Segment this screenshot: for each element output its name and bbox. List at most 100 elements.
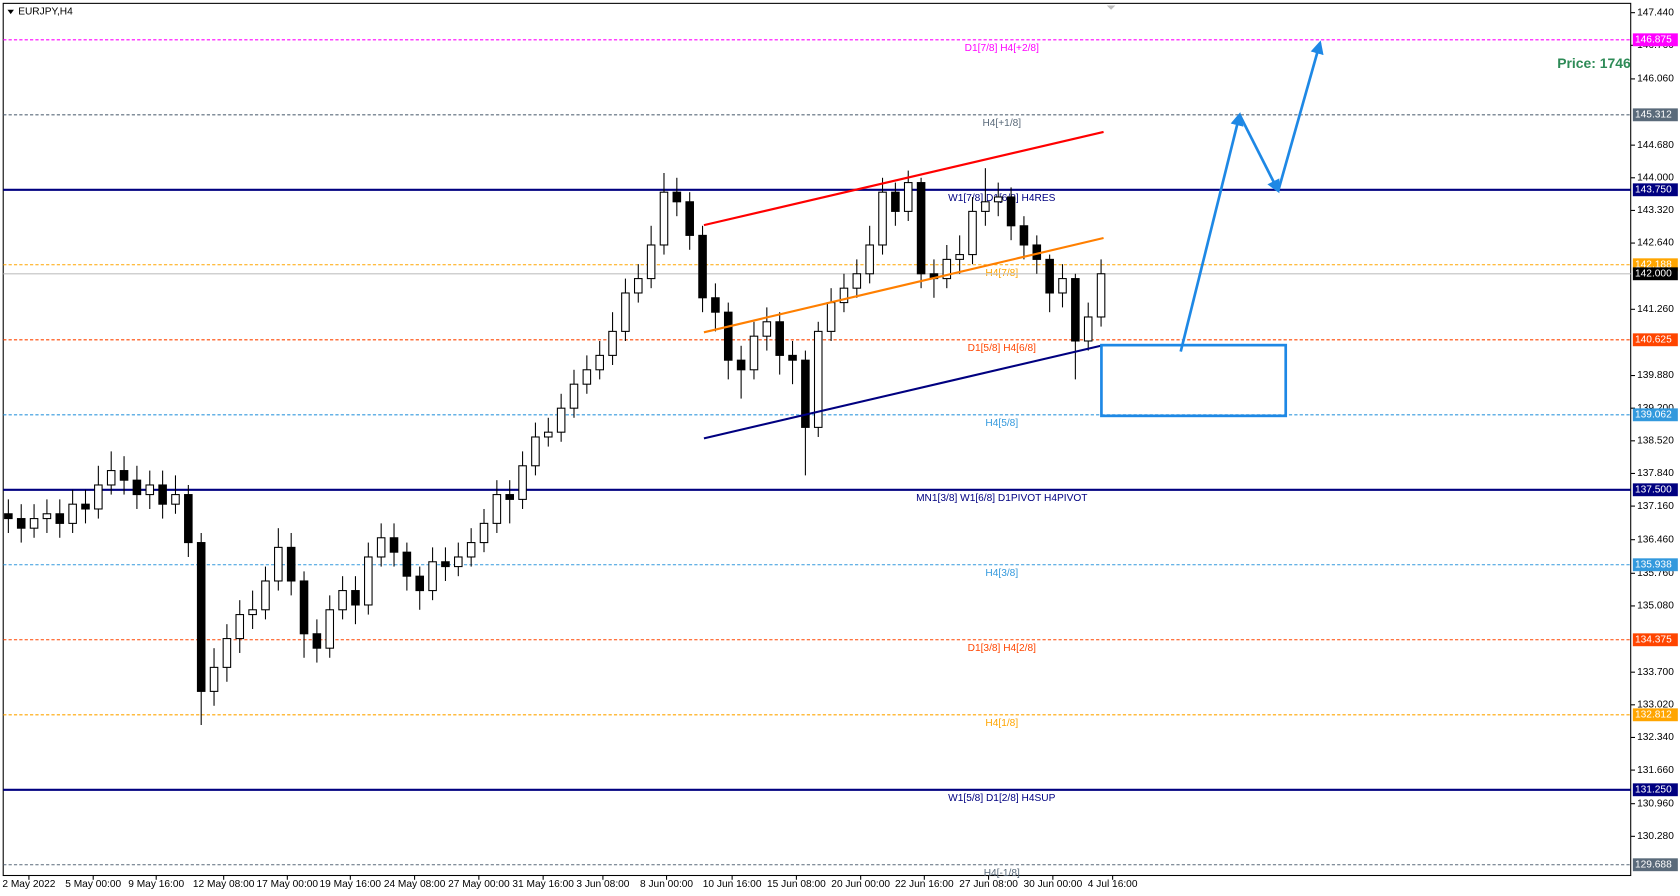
plot-frame	[2, 2, 1632, 877]
annotation: Price: 1746	[1557, 55, 1631, 71]
candle-body	[454, 556, 463, 568]
price-tag-label: 139.062	[1635, 409, 1672, 420]
price-tag	[1632, 633, 1678, 647]
candle-body	[518, 465, 527, 500]
level-label: H4[+1/8]	[982, 118, 1021, 129]
price-tag	[1632, 483, 1678, 497]
price-tag	[1632, 333, 1678, 347]
price-tag-label: 140.625	[1635, 334, 1672, 345]
candle-body	[621, 292, 630, 332]
x-tick-label: 24 May 08:00	[384, 879, 446, 890]
candle-body	[81, 503, 90, 510]
price-tag	[1632, 408, 1678, 422]
candle-body	[184, 494, 193, 544]
candle-body	[1083, 316, 1093, 342]
y-tick-label: 147.440	[1637, 7, 1674, 18]
price-tag-label: 131.250	[1635, 784, 1672, 795]
forecast-arrow	[1276, 40, 1324, 192]
forecast-arrow	[1179, 112, 1244, 352]
candle-body	[826, 302, 836, 332]
candle-body	[749, 335, 759, 371]
candles	[4, 168, 1106, 725]
level-label: D1[7/8] H4[+2/8]	[965, 43, 1039, 54]
candle-body	[646, 244, 656, 280]
x-tick-label: 15 Jun 08:00	[767, 879, 826, 890]
candle-body	[145, 484, 155, 496]
candle-body	[261, 580, 270, 611]
candle-body	[274, 546, 283, 582]
candle-body	[389, 537, 399, 553]
x-tick-label: 5 May 00:00	[65, 879, 121, 890]
chart-title: EURJPY,H4	[18, 7, 73, 18]
candle-body	[595, 354, 604, 371]
scroll-marker	[1106, 5, 1116, 10]
candle-body	[466, 542, 476, 558]
x-tick-label: 12 May 08:00	[193, 879, 255, 890]
candle-body	[916, 182, 926, 275]
candle-body	[42, 513, 52, 520]
candle-body	[4, 513, 13, 520]
y-tick-label: 146.060	[1637, 74, 1674, 85]
x-tick-label: 22 Jun 16:00	[895, 879, 954, 890]
channel-top	[703, 130, 1104, 227]
y-tick-label: 141.260	[1637, 304, 1674, 315]
candle-body	[1058, 278, 1067, 294]
candle-body	[196, 542, 206, 692]
x-tick-label: 27 Jun 08:00	[959, 879, 1018, 890]
candle-body	[698, 234, 707, 299]
candle-body	[479, 522, 489, 544]
x-tick-label: 17 May 00:00	[257, 879, 319, 890]
candle-body	[16, 518, 26, 529]
y-tick-label: 135.760	[1637, 568, 1674, 579]
price-tag-label: 134.375	[1635, 634, 1672, 645]
candle-body	[569, 383, 579, 409]
price-tag-label: 143.750	[1635, 184, 1672, 195]
y-tick-label: 133.020	[1637, 700, 1674, 711]
candle-body	[556, 407, 566, 433]
candle-body	[1019, 225, 1029, 246]
candle-body	[505, 494, 515, 500]
candle-body	[1006, 196, 1016, 227]
candle-body	[376, 537, 386, 558]
price-tag	[1632, 33, 1678, 47]
x-tick-label: 8 Jun 00:00	[640, 879, 693, 890]
candle-body	[993, 196, 1003, 203]
candle-body	[351, 590, 360, 606]
candle-body	[94, 484, 103, 510]
y-tick-label: 139.200	[1637, 403, 1674, 414]
x-tick-label: 4 Jul 16:00	[1088, 879, 1138, 890]
candle-body	[788, 354, 797, 361]
candle-body	[338, 590, 347, 611]
candle-body	[68, 503, 77, 524]
candle-body	[891, 191, 900, 212]
price-tag-label: 142.188	[1635, 259, 1672, 270]
price-tag-label: 132.812	[1635, 709, 1672, 720]
y-tick-label: 137.840	[1637, 468, 1674, 479]
x-tick-label: 27 May 00:00	[448, 879, 510, 890]
y-tick-label: 144.680	[1637, 140, 1674, 151]
candle-body	[852, 273, 862, 289]
candle-body	[1045, 258, 1054, 294]
x-tick-label: 2 May 2022	[2, 879, 55, 890]
candle-body	[543, 431, 553, 438]
candle-body	[878, 191, 887, 246]
candle-body	[106, 470, 116, 486]
candle-body	[955, 254, 964, 260]
price-tag-label: 145.312	[1635, 109, 1672, 120]
candle-body	[171, 494, 180, 505]
candle-body	[723, 311, 733, 361]
candle-body	[286, 546, 296, 582]
candle-body	[659, 191, 669, 246]
candle-body	[981, 201, 990, 212]
price-tag	[1632, 183, 1678, 197]
y-tick-label: 131.660	[1637, 765, 1674, 776]
forecast-arrow	[1238, 114, 1280, 194]
levels: D1[7/8] H4[+2/8]H4[+1/8]W1[7/8] D1[6/8] …	[3, 39, 1631, 879]
axes: 147.440146.760146.060144.680144.000143.3…	[2, 7, 1678, 890]
price-tag-label: 146.875	[1635, 34, 1672, 45]
candle-body	[55, 513, 65, 524]
candle-body	[582, 369, 592, 385]
price-tag-label: 135.938	[1635, 559, 1672, 570]
